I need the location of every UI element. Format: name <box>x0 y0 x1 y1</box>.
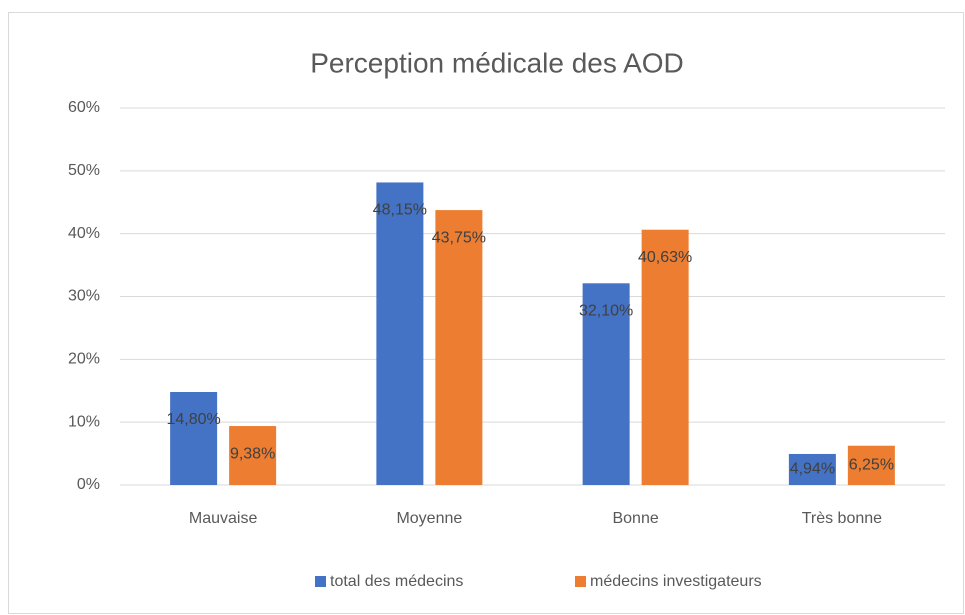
y-tick-label: 60% <box>68 99 100 116</box>
y-tick-label: 20% <box>68 351 100 368</box>
y-tick-label: 50% <box>68 162 100 179</box>
y-tick-label: 0% <box>77 476 100 493</box>
data-label: 4,94% <box>790 461 835 478</box>
x-tick-label: Bonne <box>612 510 658 527</box>
chart-title: Perception médicale des AOD <box>310 47 684 78</box>
data-label: 6,25% <box>849 457 894 474</box>
x-tick-label: Très bonne <box>802 510 882 527</box>
legend-swatch <box>575 576 586 587</box>
legend-label: total des médecins <box>330 573 463 590</box>
data-label: 40,63% <box>638 249 692 266</box>
data-label: 9,38% <box>230 445 275 462</box>
legend-label: médecins investigateurs <box>590 573 762 590</box>
bar <box>788 453 836 485</box>
bar <box>641 229 689 485</box>
data-label: 32,10% <box>579 303 633 320</box>
bar <box>847 445 895 485</box>
data-label: 43,75% <box>432 229 486 246</box>
bar <box>435 210 483 485</box>
data-label: 48,15% <box>373 202 427 219</box>
y-tick-label: 40% <box>68 225 100 242</box>
y-tick-label: 30% <box>68 288 100 305</box>
chart-border <box>8 12 964 614</box>
x-tick-label: Mauvaise <box>189 510 258 527</box>
bar <box>376 182 424 485</box>
x-tick-label: Moyenne <box>396 510 462 527</box>
y-tick-label: 10% <box>68 413 100 430</box>
bar <box>170 392 218 485</box>
data-label: 14,80% <box>166 411 220 428</box>
bar <box>229 426 277 485</box>
bar <box>582 283 630 485</box>
legend-swatch <box>315 576 326 587</box>
